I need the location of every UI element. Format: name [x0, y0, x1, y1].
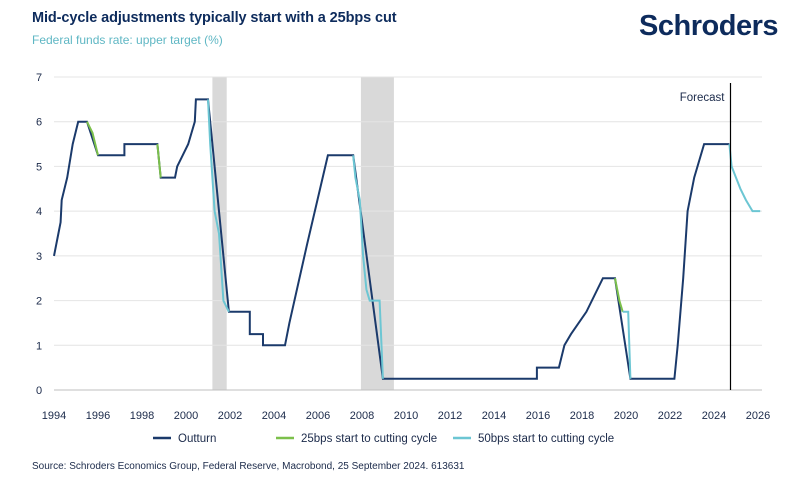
y-tick-label-6: 6 [36, 117, 42, 129]
series-line-2-segment-1 [86, 121, 99, 156]
forecast-label: Forecast [680, 92, 726, 104]
x-tick-label-1994: 1994 [42, 410, 66, 422]
x-tick-label-2020: 2020 [614, 410, 638, 422]
x-tick-label-2002: 2002 [218, 410, 242, 422]
x-tick-label-2016: 2016 [526, 410, 550, 422]
y-tick-label-5: 5 [36, 161, 42, 173]
x-tick-label-2018: 2018 [570, 410, 594, 422]
schroders-logo: Schroders [639, 10, 778, 42]
x-tick-label-2010: 2010 [394, 410, 418, 422]
x-tick-label-2014: 2014 [482, 410, 506, 422]
recession-bands [212, 77, 394, 390]
y-tick-label-3: 3 [36, 251, 42, 263]
chart-title: Mid-cycle adjustments typically start wi… [32, 10, 397, 26]
series-line-3-segment-2 [352, 155, 384, 379]
x-tick-label-2012: 2012 [438, 410, 462, 422]
x-tick-label-1998: 1998 [130, 410, 154, 422]
legend-label-1: Outturn [178, 433, 216, 445]
x-tick-label-2004: 2004 [262, 410, 286, 422]
gridlines [54, 76, 762, 391]
series-line-3-segment-3 [622, 310, 632, 379]
series-lines [53, 98, 761, 380]
y-tick-label-2: 2 [36, 296, 42, 308]
y-tick-label-1: 1 [36, 340, 42, 352]
x-tick-label-2024: 2024 [702, 410, 726, 422]
y-tick-label-7: 7 [36, 72, 42, 84]
x-tick-label-2022: 2022 [658, 410, 682, 422]
x-tick-label-2026: 2026 [746, 410, 770, 422]
series-line-2-segment-2 [156, 144, 162, 178]
series-line-3-segment-4 [728, 144, 761, 213]
source-note: Source: Schroders Economics Group, Feder… [32, 461, 465, 472]
x-tick-label-2000: 2000 [174, 410, 198, 422]
legend-label-2: 25bps start to cutting cycle [301, 433, 437, 445]
y-tick-label-0: 0 [36, 385, 42, 397]
legend: Outturn 25bps start to cutting cycle 50bps… [153, 433, 614, 445]
series-line-2-segment-3 [614, 278, 624, 313]
forecast-marker: Forecast [680, 83, 732, 390]
y-tick-label-4: 4 [36, 206, 42, 218]
x-tick-label-2006: 2006 [306, 410, 330, 422]
x-tick-label-1996: 1996 [86, 410, 110, 422]
axis-ticks: 0 1 2 3 4 5 6 7 1994 1996 1998 2000 2002 2004 2006 2008… [36, 72, 770, 422]
chart-subtitle: Federal funds rate: upper target (%) [32, 33, 223, 47]
legend-label-3: 50bps start to cutting cycle [478, 433, 614, 445]
series-line-3-segment-1 [207, 99, 230, 313]
x-tick-label-2008: 2008 [350, 410, 374, 422]
